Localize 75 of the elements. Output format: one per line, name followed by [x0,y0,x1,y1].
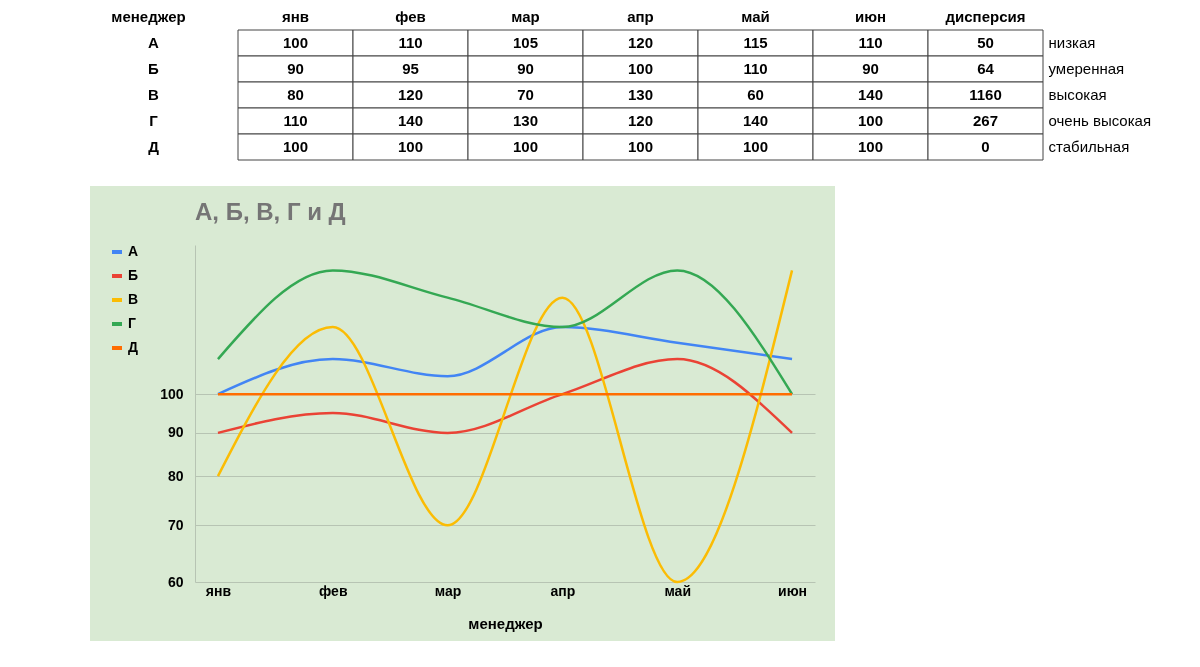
data-label: 100 [742,138,769,155]
y2-tick-label: высокая [1048,86,1107,103]
data-label: 120 [397,86,424,103]
y-tick-label: А [148,34,160,51]
x-tick-label: дисперсия [945,7,1026,25]
data-label: 100 [282,34,309,51]
legend-label: Д [128,339,138,355]
line-series [216,269,794,584]
x-tick-label: июн [778,582,808,599]
y-tick-label: 90 [167,424,184,441]
data-label: 100 [282,138,309,155]
data-label: 110 [283,112,308,129]
data-label: 0 [981,138,990,155]
legend-label: Г [128,315,136,331]
legend-label: В [128,291,139,307]
data-label: 140 [742,112,769,129]
y2-tick-label: низкая [1048,34,1096,51]
y2-tick-label: стабильная [1048,138,1130,155]
line-series [216,325,794,396]
x-tick-label: апр [550,582,576,599]
data-label: 70 [517,86,534,103]
data-label: 100 [627,138,654,155]
x-tick-label: май [664,582,692,599]
x-tick-label: янв [205,582,232,599]
x-tick-label: фев [319,582,348,599]
data-label: 90 [862,60,879,77]
y-tick-label: 70 [167,516,184,533]
y-tick-label: 80 [167,467,184,484]
data-label: 110 [743,60,768,77]
data-label: 105 [512,34,539,51]
data-label: 110 [398,34,423,51]
x-tick-label: апр [627,7,654,25]
data-label: 120 [627,112,654,129]
data-label: 60 [747,86,764,103]
y-tick-label: В [148,86,160,103]
data-label: 100 [512,138,539,155]
data-label: 100 [397,138,424,155]
line-series [216,269,794,396]
data-label: 95 [402,60,419,77]
chart-title: А, Б, В, Г и Д [195,198,346,225]
data-label: 80 [287,86,304,103]
data-label: 140 [857,86,884,103]
data-label: 50 [977,34,994,51]
x-tick-label: май [741,7,770,25]
x-tick-label: фев [395,7,426,25]
data-label: 100 [627,60,654,77]
data-label: 1160 [969,86,1002,103]
data-label: 100 [857,112,884,129]
x-axis-title: менеджер [468,614,543,632]
data-label: 120 [627,34,654,51]
x-tick-label: июн [854,7,887,25]
y-tick-label: 60 [167,573,184,590]
data-label: 110 [858,34,883,51]
y-tick-label: 100 [160,385,184,402]
y-axis-title: менеджер [111,7,186,25]
y-tick-label: Б [148,60,160,77]
data-label: 130 [512,112,539,129]
x-tick-label: мар [511,7,540,25]
y2-tick-label: умеренная [1048,60,1125,77]
y2-tick-label: очень высокая [1048,112,1152,129]
data-label: 267 [972,112,999,129]
data-label: 130 [627,86,654,103]
x-tick-label: янв [281,7,310,25]
data-label: 90 [287,60,304,77]
data-label: 64 [977,60,995,77]
y-tick-label: Д [148,138,160,155]
data-label: 100 [857,138,884,155]
data-label: 115 [743,34,768,51]
line-series [216,357,794,435]
data-label: 140 [397,112,424,129]
y-tick-label: Г [149,112,159,129]
data-label: 90 [517,60,534,77]
legend-label: Б [128,267,139,283]
x-tick-label: мар [434,582,462,599]
legend-label: А [128,243,139,259]
